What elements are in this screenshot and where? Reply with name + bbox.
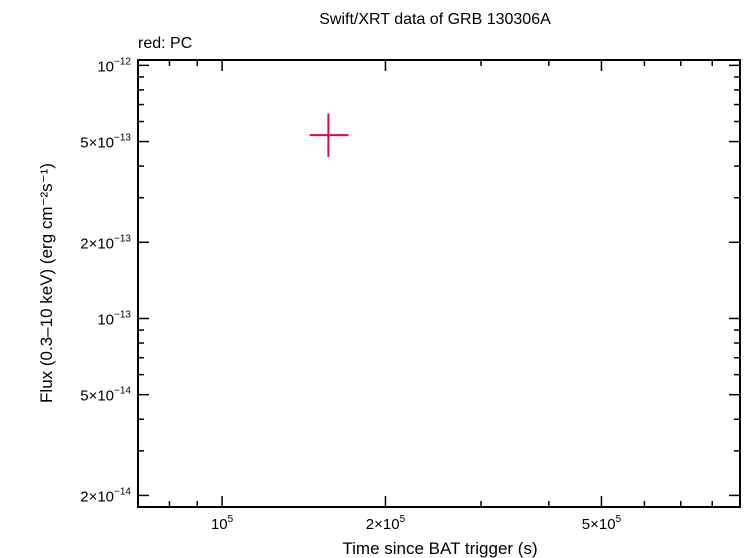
x-axis-label: Time since BAT trigger (s) bbox=[342, 539, 537, 558]
data-points bbox=[309, 113, 349, 157]
y-axis-label: Flux (0.3–10 keV) (erg cm⁻²s⁻¹) bbox=[37, 163, 56, 403]
data-point bbox=[309, 113, 349, 157]
y-tick-label: 2×10−14 bbox=[80, 486, 131, 505]
plot-frame bbox=[137, 59, 741, 508]
y-tick-label: 10−12 bbox=[97, 56, 131, 75]
y-tick-label: 5×10−14 bbox=[80, 386, 131, 405]
y-axis-ticks: 10−12 5×10−13 2×10−13 10−13 5×10−14 2×10−14 bbox=[80, 56, 740, 505]
legend-note: red: PC bbox=[138, 35, 192, 52]
y-tick-label: 5×10−13 bbox=[80, 133, 131, 152]
y-tick-label: 2×10−13 bbox=[80, 233, 131, 252]
minor-ticks bbox=[138, 60, 740, 507]
y-tick-label: 10−13 bbox=[97, 309, 131, 328]
x-tick-label: 5×105 bbox=[582, 514, 622, 533]
x-axis-ticks: 105 2×105 5×105 bbox=[211, 60, 622, 533]
chart-title: Swift/XRT data of GRB 130306A bbox=[319, 11, 551, 28]
x-tick-label: 105 bbox=[211, 514, 234, 533]
x-tick-label: 2×105 bbox=[366, 514, 406, 533]
